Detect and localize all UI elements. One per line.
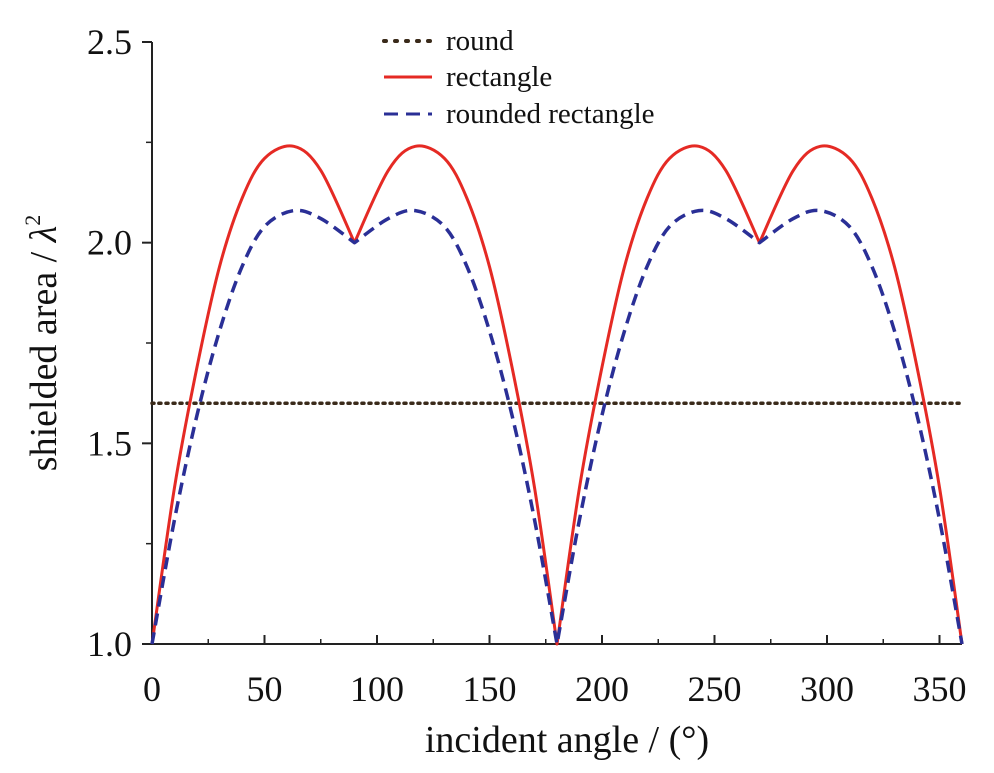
y-tick-label: 1.5 xyxy=(87,423,132,463)
series-line-rectangle xyxy=(150,144,964,646)
axes xyxy=(151,42,962,645)
x-tick-label: 0 xyxy=(143,669,161,709)
legend-label-round: round xyxy=(446,25,514,57)
legend-item-rounded-rectangle: rounded rectangle xyxy=(384,98,655,130)
legend-label-rectangle: rectangle xyxy=(446,61,552,93)
y-axis-title: shielded area / λ2 xyxy=(20,215,65,471)
y-tick-label: 2.5 xyxy=(87,22,132,62)
x-tick-label: 100 xyxy=(350,669,404,709)
legend-item-round: round xyxy=(382,25,514,57)
y-axis-title-exponent: 2 xyxy=(20,215,45,226)
series-layer xyxy=(150,144,964,646)
legend: round rectangle rounded rectangle xyxy=(382,25,655,130)
x-tick-label: 250 xyxy=(688,669,742,709)
x-ticks: 0 50 100 150 200 250 300 350 xyxy=(143,635,967,709)
y-tick-label: 2.0 xyxy=(87,223,132,263)
x-tick-label: 150 xyxy=(463,669,517,709)
y-tick-label: 1.0 xyxy=(87,624,132,664)
y-ticks: 1.0 1.5 2.0 2.5 xyxy=(87,22,152,664)
x-tick-label: 300 xyxy=(800,669,854,709)
x-axis-title: incident angle / (°) xyxy=(425,719,709,761)
y-axis-title-symbol: λ xyxy=(23,226,65,243)
y-axis-title-text: shielded area / xyxy=(23,242,65,471)
series-line-rounded-rectangle xyxy=(150,208,964,646)
legend-item-rectangle: rectangle xyxy=(384,61,552,93)
legend-label-rounded-rectangle: rounded rectangle xyxy=(446,98,655,130)
x-tick-label: 350 xyxy=(913,669,967,709)
x-tick-label: 50 xyxy=(247,669,283,709)
x-tick-label: 200 xyxy=(575,669,629,709)
